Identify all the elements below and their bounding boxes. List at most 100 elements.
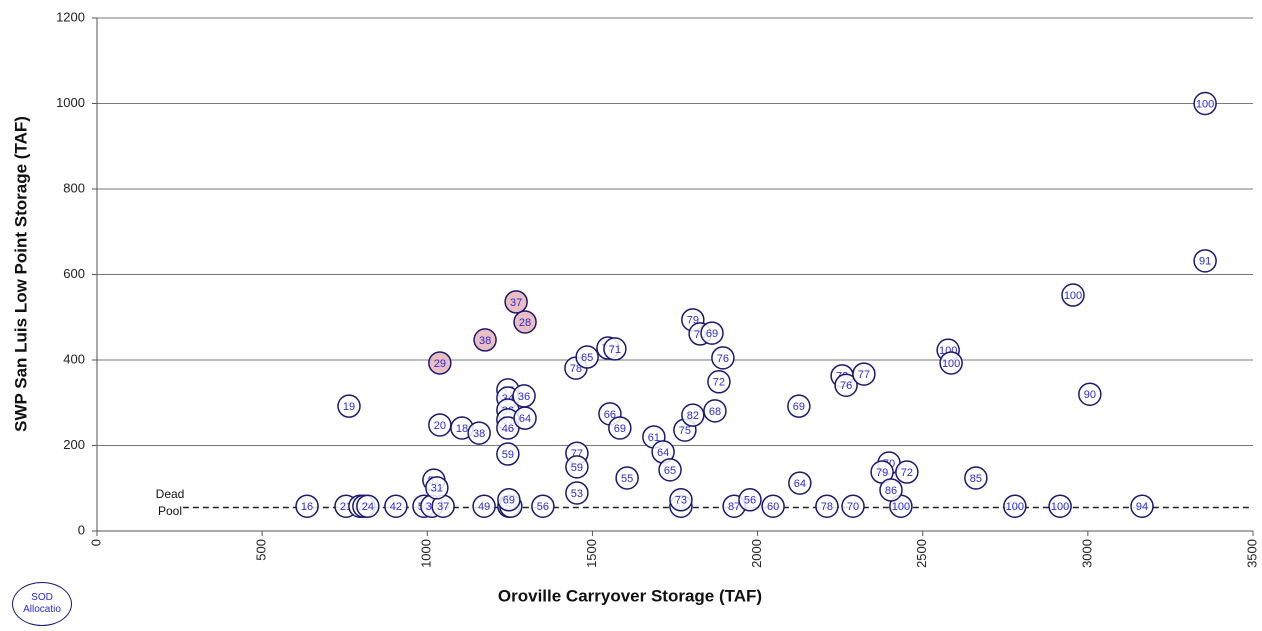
point bbox=[504, 290, 528, 314]
point-label: 66 bbox=[604, 409, 616, 421]
point bbox=[669, 488, 693, 512]
point-label: 100 bbox=[942, 358, 960, 370]
point-label: 73 bbox=[675, 495, 687, 507]
point-label: 78 bbox=[570, 363, 582, 375]
point bbox=[703, 399, 727, 423]
point-label: 64 bbox=[794, 478, 806, 490]
point bbox=[603, 337, 627, 361]
point bbox=[615, 466, 639, 490]
y-tick-label: 0 bbox=[78, 522, 85, 537]
point bbox=[815, 494, 839, 518]
point-label: 46 bbox=[502, 423, 514, 435]
x-tick-label: 2000 bbox=[749, 539, 764, 568]
point bbox=[964, 466, 988, 490]
point-label: 38 bbox=[479, 335, 491, 347]
point bbox=[1193, 249, 1217, 273]
point bbox=[425, 476, 449, 500]
point-label: 21 bbox=[340, 501, 352, 513]
point-label: 49 bbox=[478, 501, 490, 513]
point bbox=[356, 494, 380, 518]
point bbox=[608, 416, 632, 440]
point bbox=[787, 394, 811, 418]
point bbox=[575, 345, 599, 369]
point bbox=[337, 394, 361, 418]
y-axis-title: SWP San Luis Low Point Storage (TAF) bbox=[11, 116, 30, 432]
point-label: 56 bbox=[537, 501, 549, 513]
point-label: 36 bbox=[518, 391, 530, 403]
point-label: 61 bbox=[648, 432, 660, 444]
x-tick-label: 3000 bbox=[1079, 539, 1094, 568]
point-label: 82 bbox=[687, 410, 699, 422]
point bbox=[513, 406, 537, 430]
point-label: 87 bbox=[728, 501, 740, 513]
x-tick-label: 500 bbox=[254, 539, 269, 561]
x-tick-label: 3500 bbox=[1244, 539, 1259, 568]
point-label: 55 bbox=[621, 473, 633, 485]
point-label: 59 bbox=[502, 449, 514, 461]
point-label: 94 bbox=[1136, 501, 1148, 513]
legend: SOD Allocatio bbox=[12, 582, 72, 626]
point-label: 69 bbox=[793, 401, 805, 413]
point-label: 76 bbox=[717, 353, 729, 365]
point-label: 64 bbox=[519, 413, 531, 425]
point bbox=[939, 351, 963, 375]
point-label: 75 bbox=[679, 425, 691, 437]
point bbox=[513, 310, 537, 334]
point bbox=[1061, 283, 1085, 307]
x-tick-label: 2500 bbox=[914, 539, 929, 568]
point-label: 90 bbox=[1084, 389, 1096, 401]
point bbox=[738, 488, 762, 512]
point bbox=[658, 458, 682, 482]
y-tick-label: 800 bbox=[63, 180, 85, 195]
point-label: 59 bbox=[571, 462, 583, 474]
point bbox=[879, 478, 903, 502]
point-label: 86 bbox=[885, 485, 897, 497]
point bbox=[496, 442, 520, 466]
point-label: 76 bbox=[840, 380, 852, 392]
point bbox=[681, 403, 705, 427]
point-label: 42 bbox=[390, 501, 402, 513]
point-label: 65 bbox=[664, 465, 676, 477]
point-label: 69 bbox=[706, 328, 718, 340]
point-label: 71 bbox=[609, 344, 621, 356]
point-label: 37 bbox=[510, 297, 522, 309]
x-tick-label: 1500 bbox=[584, 539, 599, 568]
point bbox=[895, 460, 919, 484]
point-label: 20 bbox=[434, 420, 446, 432]
point-label: 19 bbox=[343, 401, 355, 413]
point-label: 85 bbox=[970, 473, 982, 485]
point bbox=[497, 488, 521, 512]
point bbox=[711, 346, 735, 370]
point bbox=[1130, 494, 1154, 518]
y-tick-label: 400 bbox=[63, 351, 85, 366]
point-label: 69 bbox=[503, 495, 515, 507]
x-tick-label: 0 bbox=[88, 539, 103, 546]
point bbox=[700, 321, 724, 345]
point bbox=[707, 370, 731, 394]
y-tick-label: 200 bbox=[63, 437, 85, 452]
point-label: 91 bbox=[1199, 256, 1211, 268]
point bbox=[384, 494, 408, 518]
y-tick-label: 1200 bbox=[56, 9, 85, 24]
point bbox=[761, 494, 785, 518]
point-label: 100 bbox=[1051, 501, 1069, 513]
y-tick-label: 600 bbox=[63, 266, 85, 281]
dead-pool-label: Dead Pool bbox=[155, 487, 185, 518]
point bbox=[852, 362, 876, 386]
x-axis-title: Oroville Carryover Storage (TAF) bbox=[498, 586, 762, 605]
point-label: 56 bbox=[744, 495, 756, 507]
point-label: 38 bbox=[473, 428, 485, 440]
y-tick-label: 1000 bbox=[56, 95, 85, 110]
point bbox=[1048, 494, 1072, 518]
point bbox=[428, 351, 452, 375]
point bbox=[467, 421, 491, 445]
point bbox=[565, 481, 589, 505]
point-label: 100 bbox=[1006, 501, 1024, 513]
point-label: 53 bbox=[571, 488, 583, 500]
point bbox=[788, 471, 812, 495]
point-label: 60 bbox=[767, 501, 779, 513]
point-label: 100 bbox=[1196, 98, 1214, 110]
point bbox=[1078, 382, 1102, 406]
point bbox=[295, 494, 319, 518]
